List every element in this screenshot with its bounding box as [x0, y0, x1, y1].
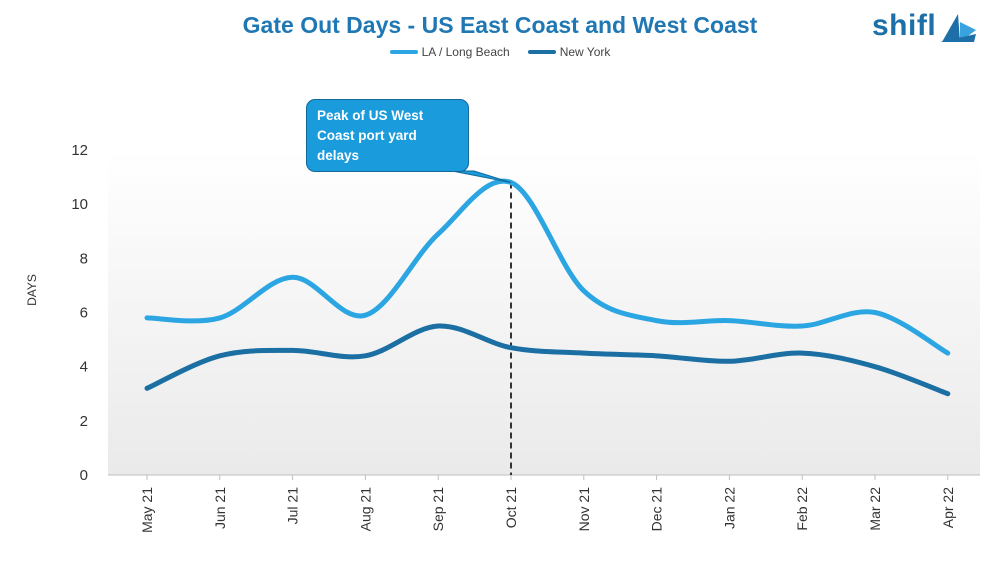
- logo-text: shifl: [872, 9, 937, 42]
- x-tick-label: Nov 21: [576, 487, 592, 532]
- y-axis-title: DAYS: [25, 274, 39, 306]
- legend-swatch-ny: [527, 50, 556, 54]
- plot-area: [108, 150, 980, 475]
- series-line-la-long-beach: [144, 178, 951, 356]
- legend-item-la: LA / Long Beach: [389, 45, 510, 59]
- shifl-logo: shifl: [872, 6, 978, 46]
- x-tick-label: Jan 22: [721, 487, 737, 529]
- x-tick-label: Oct 21: [503, 487, 519, 528]
- x-tick-label: Feb 22: [794, 487, 810, 531]
- y-tick-label: 2: [80, 413, 88, 430]
- chart-title: Gate Out Days - US East Coast and West C…: [242, 12, 758, 38]
- x-tick-label: Dec 21: [649, 487, 665, 532]
- x-tick-label: Sep 21: [430, 487, 446, 532]
- y-tick-label: 12: [71, 142, 88, 159]
- peak-callout: Peak of US West Coast port yard delays: [306, 99, 469, 172]
- legend-label-la: LA / Long Beach: [421, 45, 510, 59]
- y-tick-label: 10: [71, 196, 88, 213]
- legend-label-ny: New York: [559, 45, 611, 59]
- x-tick-label: Jun 21: [212, 487, 228, 529]
- series-line-new-york: [144, 323, 951, 397]
- x-tick-label: Apr 22: [940, 487, 956, 528]
- y-tick-label: 8: [80, 250, 88, 267]
- x-tick-label: Jul 21: [285, 487, 301, 525]
- y-tick-label: 4: [80, 359, 88, 376]
- legend-item-ny: New York: [527, 45, 611, 59]
- sail-icon: [940, 14, 977, 42]
- y-tick-label: 6: [80, 305, 88, 322]
- x-tick-label: Mar 22: [867, 487, 883, 531]
- x-tick-label: Aug 21: [357, 487, 373, 532]
- legend-swatch-la: [389, 50, 418, 54]
- y-tick-label: 0: [80, 467, 88, 484]
- x-tick-label: May 21: [139, 487, 155, 533]
- legend: LA / Long Beach New York: [0, 45, 1000, 59]
